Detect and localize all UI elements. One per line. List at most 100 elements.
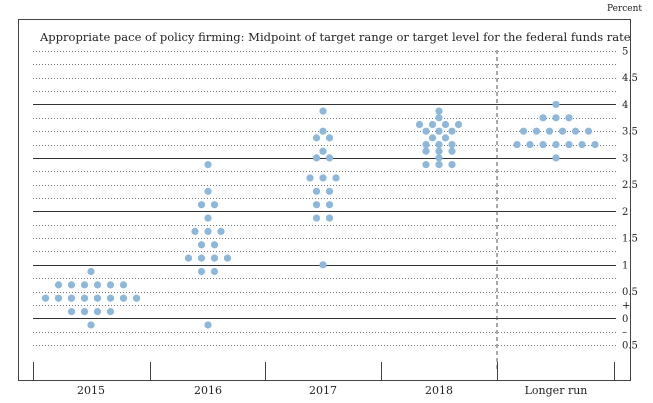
- participant-dot: [197, 267, 206, 276]
- participant-dot: [204, 214, 212, 222]
- participant-dot: [210, 267, 219, 276]
- x-category-label: 2018: [425, 384, 453, 397]
- participant-dot: [435, 160, 443, 169]
- participant-dot: [80, 281, 89, 289]
- participant-dot: [67, 281, 76, 289]
- participant-dot: [435, 107, 443, 115]
- participant-dot: [539, 140, 547, 149]
- participant-dot: [584, 127, 593, 135]
- y-tick-label: –: [622, 327, 627, 338]
- participant-dot: [319, 147, 327, 155]
- x-axis-ticks: [33, 362, 615, 380]
- y-tick-label: 3.5: [622, 127, 638, 138]
- participant-dot: [441, 134, 450, 142]
- participant-dot: [435, 114, 443, 122]
- plot-frame: [18, 19, 631, 381]
- participant-dot: [312, 187, 321, 195]
- participant-dot: [312, 201, 321, 209]
- participant-dot: [67, 307, 76, 316]
- participant-dot: [312, 214, 321, 222]
- participant-dot: [223, 254, 232, 262]
- participant-dot: [448, 127, 456, 135]
- participant-dot: [87, 267, 95, 276]
- participant-dot: [184, 254, 193, 262]
- participant-dot: [552, 140, 560, 149]
- participant-dot: [80, 294, 89, 302]
- participant-dot: [319, 261, 327, 269]
- y-tick-label: 4: [622, 100, 628, 111]
- participant-dot: [325, 187, 334, 195]
- participant-dot: [539, 114, 547, 122]
- x-axis-labels: 2015 2016 2017 2018 Longer run: [77, 384, 587, 397]
- x-category-label: 2015: [77, 384, 105, 397]
- participant-dot: [319, 127, 327, 135]
- participant-dot: [312, 134, 321, 142]
- y-tick-label: 2.5: [622, 180, 638, 191]
- participant-dot: [191, 227, 199, 236]
- y-tick-label: 1.5: [622, 234, 638, 245]
- participant-dot: [448, 147, 456, 155]
- participant-dot: [454, 120, 463, 129]
- participant-dot: [119, 294, 128, 302]
- participant-dot: [435, 154, 443, 162]
- participant-dot: [435, 140, 443, 149]
- participant-dot: [106, 281, 115, 289]
- participant-dot: [67, 294, 76, 302]
- participant-dot: [325, 214, 334, 222]
- participant-dot: [513, 140, 521, 149]
- participant-dot: [552, 114, 560, 122]
- unit-label: Percent: [607, 4, 642, 14]
- participant-dot: [217, 227, 225, 236]
- participant-dot: [591, 140, 599, 149]
- participant-dot: [545, 127, 554, 135]
- participant-dot: [565, 140, 573, 149]
- y-axis-labels: 5 4.5 4 3.5 3 2.5 2 1.5 1 0.5 +0 – 0.5: [622, 47, 638, 352]
- participant-dot: [441, 120, 450, 129]
- participant-dot: [571, 127, 580, 135]
- participant-dot: [312, 154, 321, 162]
- participant-dot: [197, 254, 206, 262]
- participant-dot: [204, 160, 212, 169]
- y-tick-label: 3: [622, 153, 628, 164]
- participant-dot: [197, 241, 206, 249]
- y-tick-label: 4.5: [622, 73, 638, 84]
- participant-dot: [325, 201, 334, 209]
- participant-dot: [93, 294, 102, 302]
- participant-dot: [93, 281, 102, 289]
- participant-dot: [106, 294, 115, 302]
- participant-dot: [80, 307, 89, 316]
- participant-dot: [552, 100, 560, 109]
- x-category-label: Longer run: [525, 384, 588, 397]
- participant-dot: [325, 154, 334, 162]
- participant-dot: [552, 154, 560, 162]
- participant-dot: [54, 281, 63, 289]
- y-tick-label: 2: [622, 207, 628, 218]
- chart-title: Appropriate pace of policy firming: Midp…: [39, 30, 631, 44]
- participant-dot: [578, 140, 586, 149]
- participant-dot: [87, 321, 95, 329]
- participant-dot: [41, 294, 50, 302]
- participant-dot: [210, 254, 219, 262]
- participant-dot: [422, 140, 430, 149]
- participant-dot: [422, 160, 430, 169]
- participant-dot: [204, 187, 212, 195]
- participant-dot: [332, 174, 340, 182]
- participant-dot: [526, 140, 534, 149]
- x-category-label: 2017: [309, 384, 337, 397]
- participant-dot: [197, 201, 206, 209]
- participant-dot: [204, 227, 212, 236]
- participant-dot: [565, 114, 573, 122]
- participant-dot: [428, 134, 437, 142]
- participant-dot: [325, 134, 334, 142]
- participant-dot: [93, 307, 102, 316]
- y-tick-label: 0: [622, 314, 628, 325]
- participant-dot: [119, 281, 128, 289]
- participant-dot: [210, 201, 219, 209]
- participant-dot: [319, 174, 327, 182]
- participant-dot: [132, 294, 141, 302]
- participant-dot: [204, 321, 212, 329]
- participant-dot: [428, 120, 437, 129]
- participant-dot: [558, 127, 567, 135]
- gridlines: [33, 51, 616, 346]
